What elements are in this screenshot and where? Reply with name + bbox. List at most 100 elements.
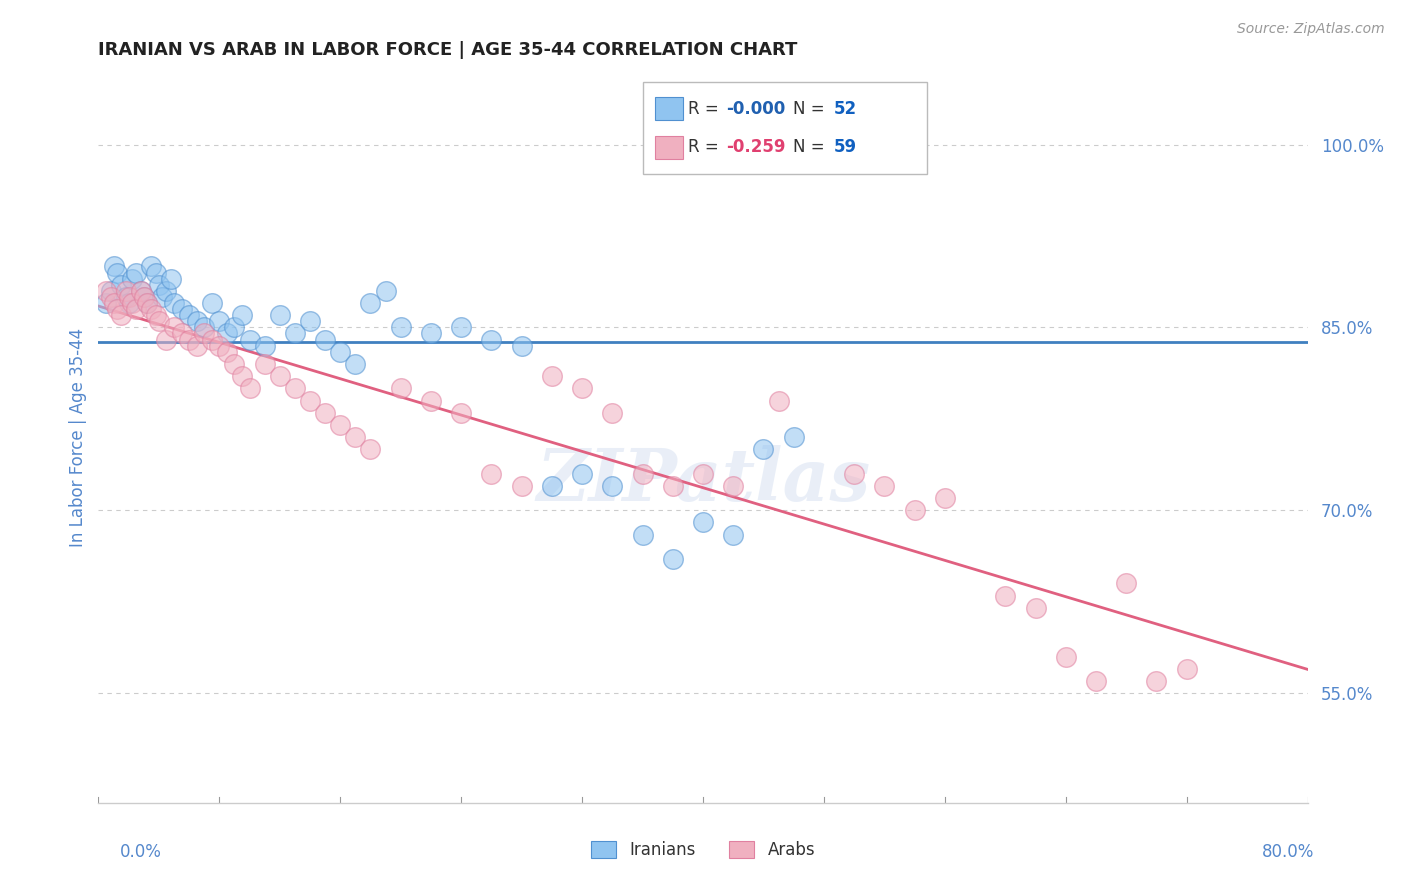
Bar: [655, 136, 682, 159]
Point: [374, 284, 396, 298]
Text: 52: 52: [834, 100, 856, 118]
Point: [224, 320, 246, 334]
Point: [231, 308, 253, 322]
Point: [631, 527, 654, 541]
Point: [121, 296, 143, 310]
Point: [360, 296, 382, 310]
Text: -0.000: -0.000: [725, 100, 786, 118]
Point: [510, 479, 533, 493]
Point: [723, 479, 745, 493]
Point: [193, 326, 215, 341]
Point: [299, 314, 322, 328]
Point: [170, 326, 193, 341]
Point: [934, 491, 956, 505]
Point: [132, 290, 155, 304]
Point: [631, 467, 654, 481]
Text: Source: ZipAtlas.com: Source: ZipAtlas.com: [1237, 22, 1385, 37]
Point: [239, 381, 262, 395]
Point: [1085, 673, 1108, 688]
Bar: [655, 97, 682, 120]
Point: [193, 320, 215, 334]
Point: [602, 406, 624, 420]
Point: [284, 326, 307, 341]
Text: ZIPatlas: ZIPatlas: [536, 445, 870, 516]
Point: [450, 406, 472, 420]
Point: [224, 357, 246, 371]
Point: [201, 333, 224, 347]
Point: [844, 467, 866, 481]
Text: R =: R =: [688, 100, 724, 118]
Point: [314, 406, 336, 420]
Text: N =: N =: [793, 138, 830, 156]
Point: [148, 314, 170, 328]
Text: 59: 59: [834, 138, 856, 156]
Point: [170, 302, 193, 317]
Point: [661, 552, 683, 566]
Point: [873, 479, 896, 493]
Point: [186, 339, 208, 353]
Point: [110, 277, 132, 292]
Point: [1024, 600, 1046, 615]
Point: [141, 260, 163, 274]
Point: [94, 296, 117, 310]
Text: R =: R =: [688, 138, 724, 156]
Text: -0.259: -0.259: [725, 138, 786, 156]
Point: [135, 296, 157, 310]
Point: [215, 344, 238, 359]
Text: 0.0%: 0.0%: [120, 843, 162, 861]
Point: [100, 284, 122, 298]
Point: [481, 333, 503, 347]
FancyBboxPatch shape: [643, 82, 927, 174]
Point: [904, 503, 927, 517]
Point: [94, 284, 117, 298]
Point: [121, 271, 143, 285]
Point: [1144, 673, 1167, 688]
Point: [768, 393, 790, 408]
Text: 80.0%: 80.0%: [1263, 843, 1315, 861]
Text: N =: N =: [793, 100, 830, 118]
Point: [481, 467, 503, 481]
Point: [540, 479, 562, 493]
Point: [186, 314, 208, 328]
Point: [344, 430, 367, 444]
Point: [201, 296, 224, 310]
Point: [752, 442, 775, 457]
Y-axis label: In Labor Force | Age 35-44: In Labor Force | Age 35-44: [69, 327, 87, 547]
Point: [160, 271, 183, 285]
Point: [118, 296, 141, 310]
Point: [103, 260, 125, 274]
Point: [231, 369, 253, 384]
Point: [118, 290, 141, 304]
Point: [179, 308, 201, 322]
Point: [269, 369, 291, 384]
Point: [360, 442, 382, 457]
Point: [103, 296, 125, 310]
Text: IRANIAN VS ARAB IN LABOR FORCE | AGE 35-44 CORRELATION CHART: IRANIAN VS ARAB IN LABOR FORCE | AGE 35-…: [98, 41, 797, 59]
Point: [155, 333, 177, 347]
Point: [299, 393, 322, 408]
Point: [420, 326, 443, 341]
Point: [179, 333, 201, 347]
Point: [692, 516, 714, 530]
Point: [284, 381, 307, 395]
Point: [208, 339, 231, 353]
Point: [150, 290, 173, 304]
Point: [329, 344, 352, 359]
Point: [125, 302, 148, 317]
Point: [239, 333, 262, 347]
Point: [125, 266, 148, 280]
Point: [155, 284, 177, 298]
Point: [135, 296, 157, 310]
Point: [114, 284, 136, 298]
Point: [145, 266, 167, 280]
Point: [163, 320, 186, 334]
Point: [723, 527, 745, 541]
Point: [110, 308, 132, 322]
Point: [540, 369, 562, 384]
Point: [329, 417, 352, 432]
Point: [100, 290, 122, 304]
Point: [994, 589, 1017, 603]
Point: [1175, 662, 1198, 676]
Point: [129, 284, 152, 298]
Legend: Iranians, Arabs: Iranians, Arabs: [582, 833, 824, 868]
